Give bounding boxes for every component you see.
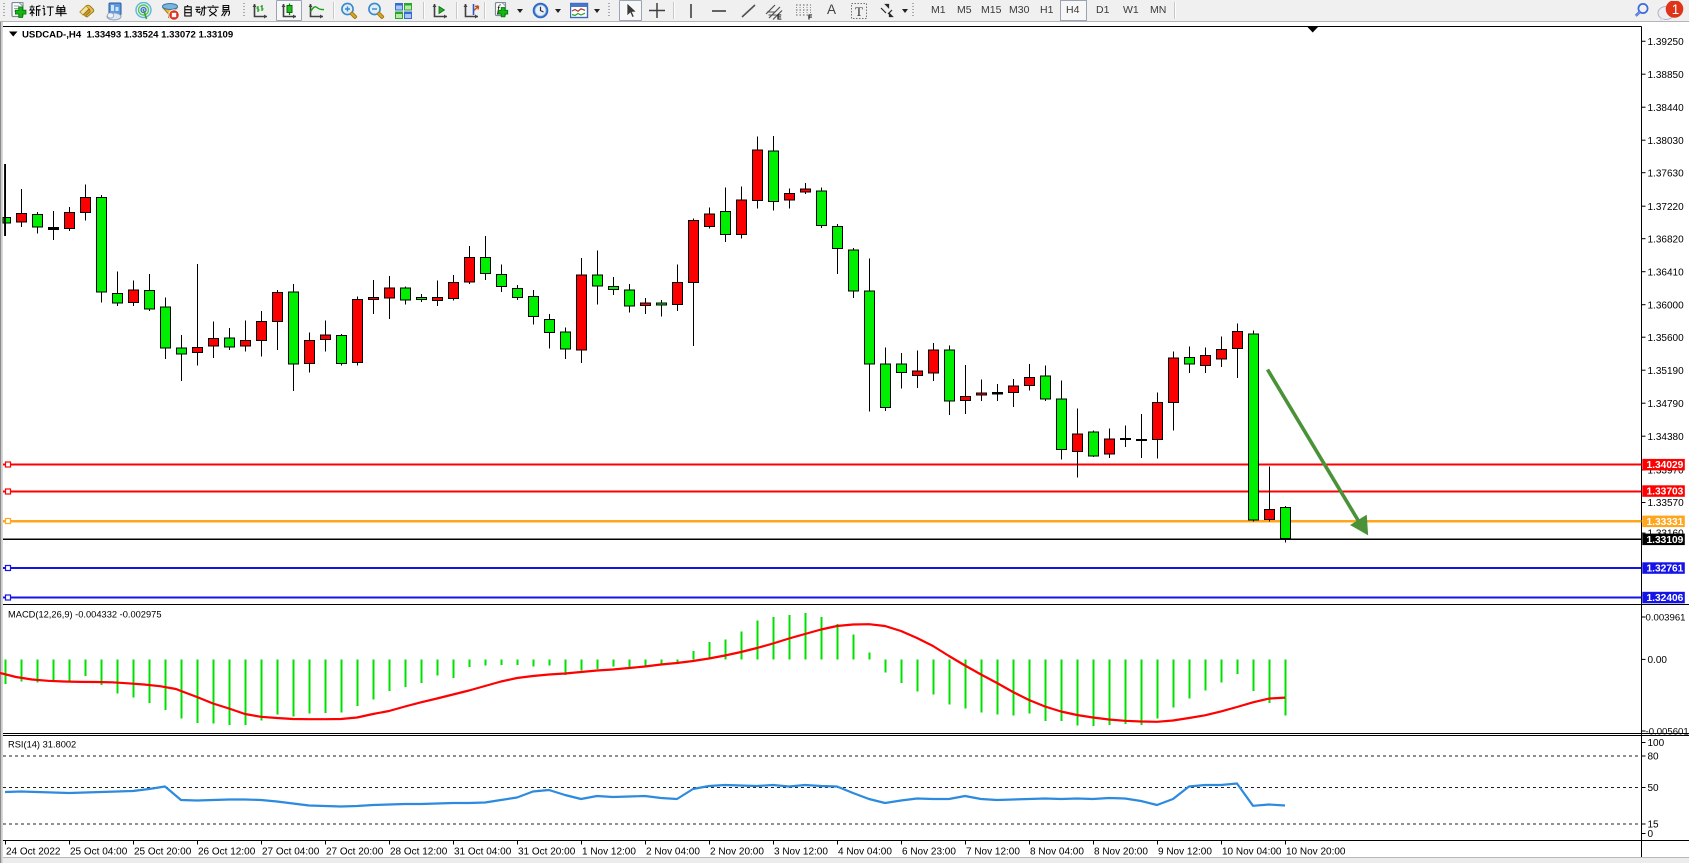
svg-text:1 Nov 12:00: 1 Nov 12:00: [582, 847, 636, 858]
svg-text:0.003961: 0.003961: [1646, 613, 1686, 624]
svg-text:27 Oct 20:00: 27 Oct 20:00: [326, 847, 384, 858]
svg-text:1: 1: [1672, 2, 1680, 17]
svg-text:8 Nov 20:00: 8 Nov 20:00: [1094, 847, 1148, 858]
svg-text:50: 50: [1648, 783, 1660, 794]
svg-text:6 Nov 23:00: 6 Nov 23:00: [902, 847, 956, 858]
svg-text:8 Nov 04:00: 8 Nov 04:00: [1030, 847, 1084, 858]
svg-text:E: E: [777, 15, 782, 22]
svg-text:1.39250: 1.39250: [1648, 37, 1685, 48]
svg-text:2 Nov 20:00: 2 Nov 20:00: [710, 847, 764, 858]
svg-text:-0.005601: -0.005601: [1646, 727, 1689, 738]
svg-text:1.38030: 1.38030: [1648, 136, 1685, 147]
svg-text:1.37630: 1.37630: [1648, 168, 1685, 179]
svg-text:1.33331: 1.33331: [1647, 517, 1684, 528]
svg-text:10 Nov 20:00: 10 Nov 20:00: [1286, 847, 1346, 858]
svg-text:1.34380: 1.34380: [1648, 432, 1685, 443]
svg-text:80: 80: [1648, 752, 1660, 763]
svg-text:10 Nov 04:00: 10 Nov 04:00: [1222, 847, 1282, 858]
svg-text:2 Nov 04:00: 2 Nov 04:00: [646, 847, 700, 858]
svg-text:1.33109: 1.33109: [1647, 535, 1684, 546]
svg-text:24 Oct 2022: 24 Oct 2022: [6, 847, 61, 858]
svg-text:3 Nov 12:00: 3 Nov 12:00: [774, 847, 828, 858]
svg-text:1.36820: 1.36820: [1648, 234, 1685, 245]
svg-text:0.00: 0.00: [1648, 655, 1668, 666]
svg-text:f: f: [497, 4, 501, 15]
svg-text:1.37220: 1.37220: [1648, 202, 1685, 213]
svg-text:T: T: [855, 4, 863, 19]
svg-text:7 Nov 12:00: 7 Nov 12:00: [966, 847, 1020, 858]
svg-text:4 Nov 04:00: 4 Nov 04:00: [838, 847, 892, 858]
svg-text:MACD(12,26,9) -0.004332 -0.002: MACD(12,26,9) -0.004332 -0.002975: [8, 610, 162, 620]
svg-text:28 Oct 12:00: 28 Oct 12:00: [390, 847, 448, 858]
svg-text:1.35190: 1.35190: [1648, 366, 1685, 377]
svg-text:1.38850: 1.38850: [1648, 70, 1685, 81]
svg-text:1.32406: 1.32406: [1647, 593, 1684, 604]
svg-text:31 Oct 20:00: 31 Oct 20:00: [518, 847, 576, 858]
svg-text:1.36000: 1.36000: [1648, 300, 1685, 311]
svg-text:100: 100: [1648, 738, 1665, 749]
svg-text:25 Oct 20:00: 25 Oct 20:00: [134, 847, 192, 858]
svg-text:26 Oct 12:00: 26 Oct 12:00: [198, 847, 256, 858]
svg-text:1.33970: 1.33970: [1648, 466, 1685, 477]
svg-text:F: F: [808, 15, 813, 22]
svg-text:31 Oct 04:00: 31 Oct 04:00: [454, 847, 512, 858]
svg-text:25 Oct 04:00: 25 Oct 04:00: [70, 847, 128, 858]
svg-text:9 Nov 12:00: 9 Nov 12:00: [1158, 847, 1212, 858]
svg-text:USDCAD-,H4 1.33493 1.33524 1.: USDCAD-,H4 1.33493 1.33524 1.33072 1.331…: [22, 30, 233, 41]
svg-text:1.33570: 1.33570: [1648, 498, 1685, 509]
svg-text:1.34790: 1.34790: [1648, 399, 1685, 410]
svg-text:RSI(14) 31.8002: RSI(14) 31.8002: [8, 740, 76, 750]
svg-text:0: 0: [1648, 829, 1654, 840]
svg-text:15: 15: [1648, 820, 1660, 831]
svg-text:1.38440: 1.38440: [1648, 103, 1685, 114]
svg-text:1.34029: 1.34029: [1647, 460, 1684, 471]
svg-text:1.35600: 1.35600: [1648, 333, 1685, 344]
svg-text:27 Oct 04:00: 27 Oct 04:00: [262, 847, 320, 858]
svg-text:1.33703: 1.33703: [1647, 487, 1684, 498]
svg-text:1.32761: 1.32761: [1647, 564, 1684, 575]
svg-text:1.36410: 1.36410: [1648, 267, 1685, 278]
